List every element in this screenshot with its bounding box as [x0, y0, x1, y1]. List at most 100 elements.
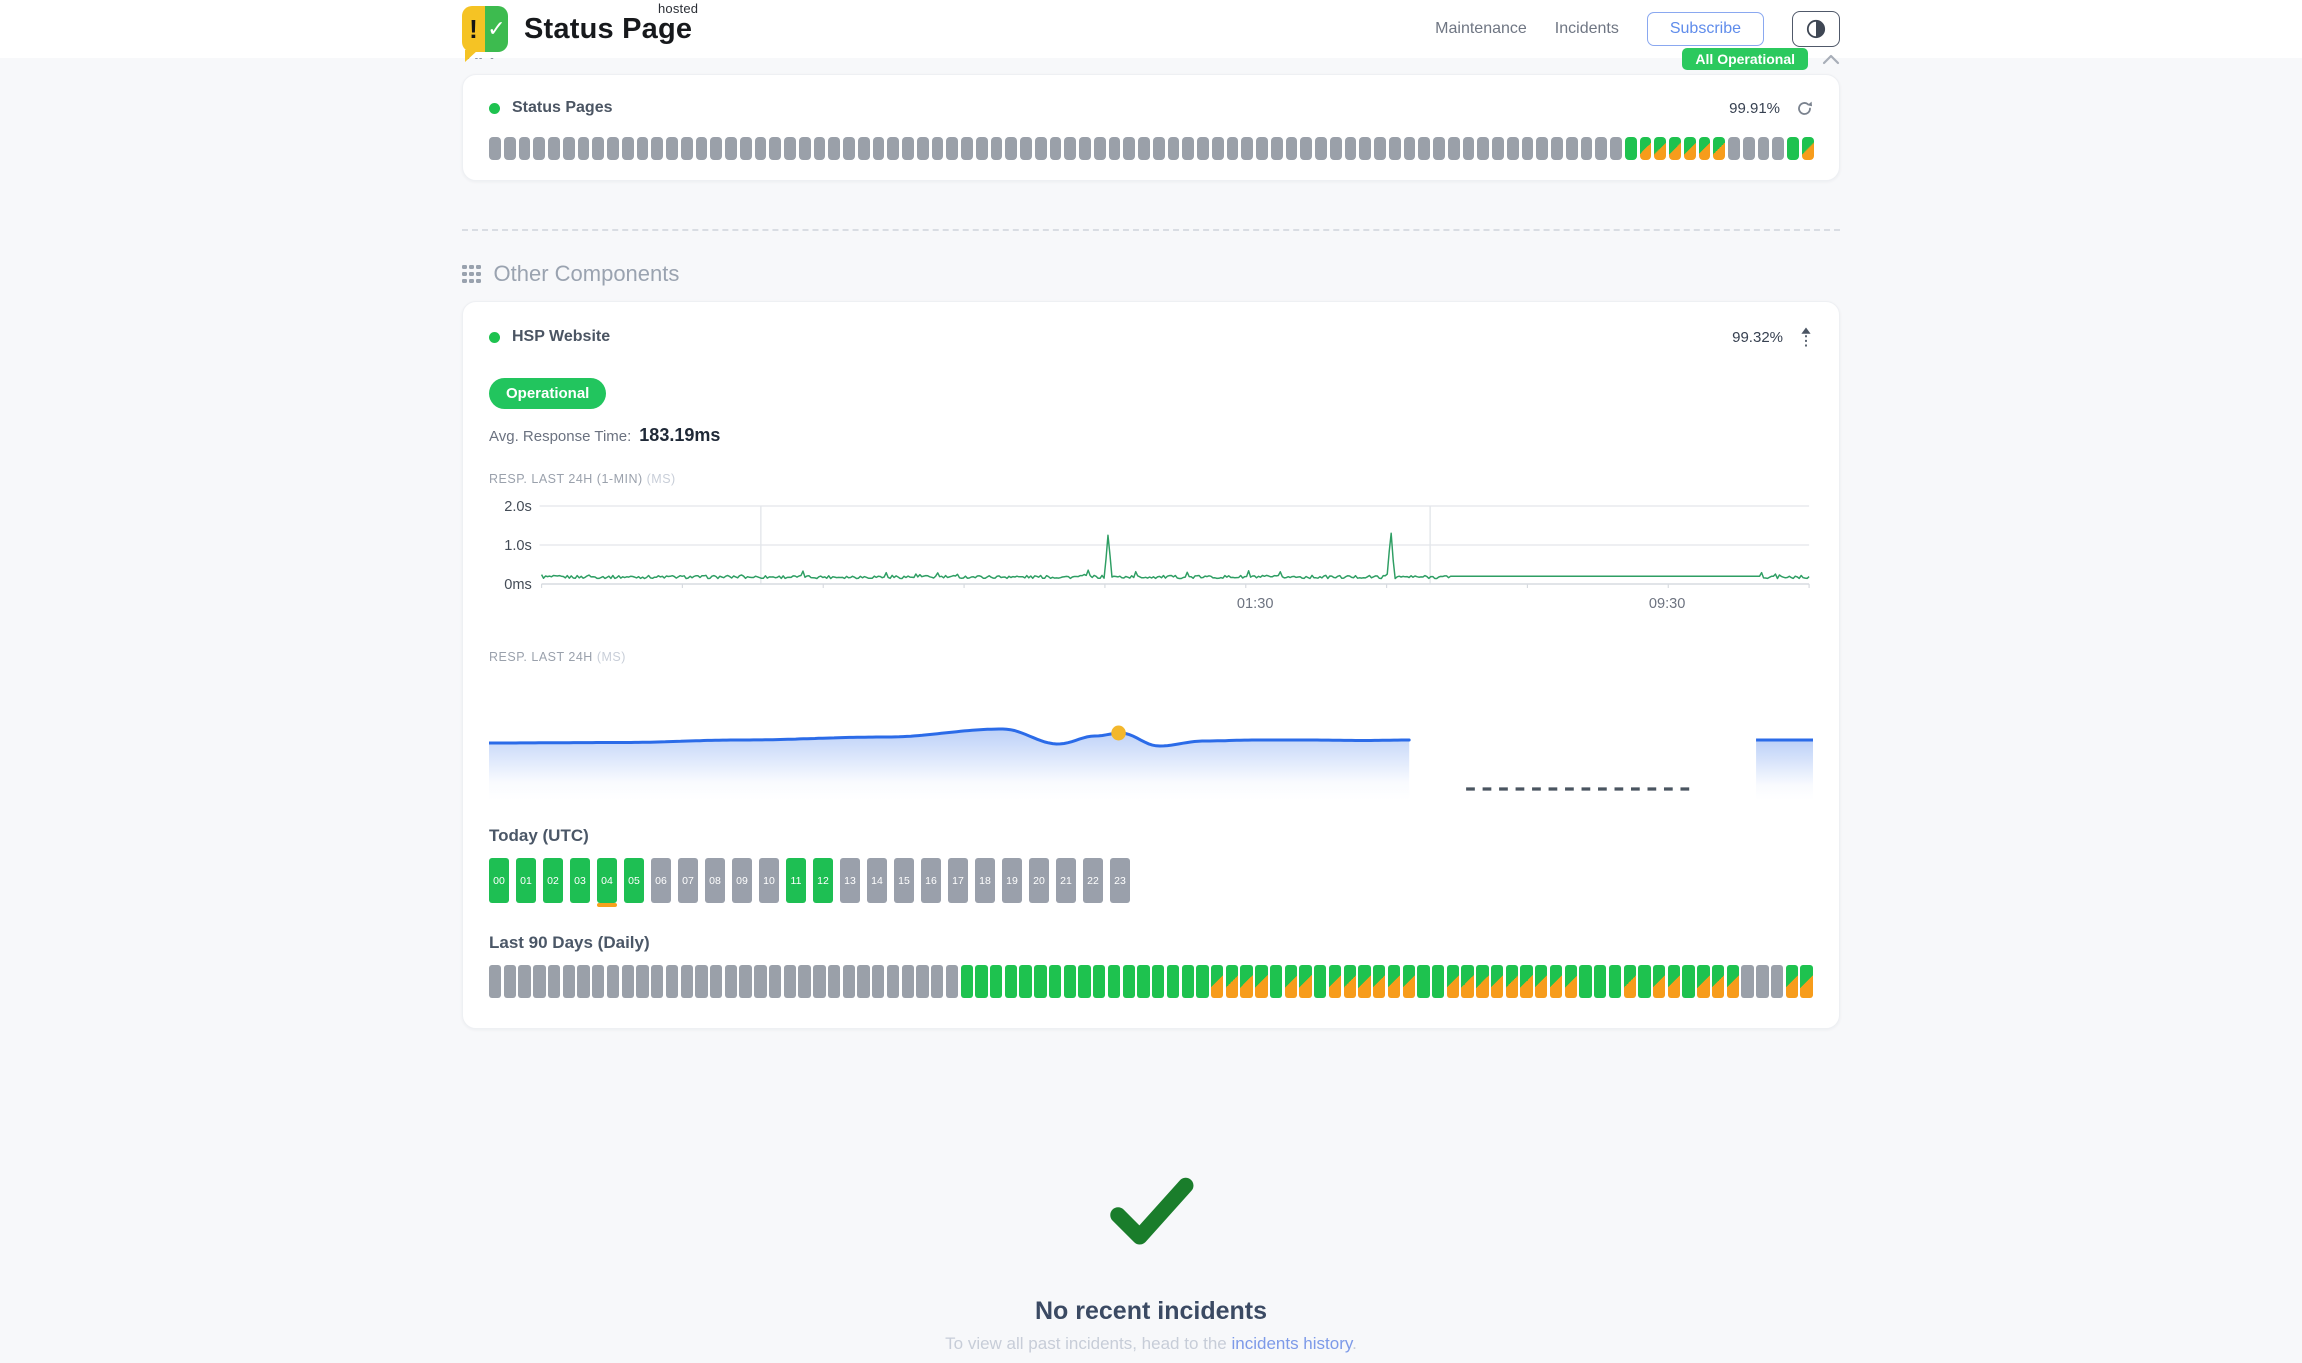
uptime-bar-mixed[interactable]: [1210, 965, 1224, 998]
uptime-bar-mixed[interactable]: [1299, 965, 1312, 998]
hour-block-06[interactable]: 06: [651, 858, 671, 903]
uptime-bar-mixed[interactable]: [1255, 965, 1268, 998]
uptime-bar-green[interactable]: [960, 965, 973, 998]
uptime-bar-gray[interactable]: [1741, 965, 1754, 998]
uptime-bar-mixed[interactable]: [1713, 137, 1725, 160]
uptime-bar-gray[interactable]: [990, 137, 1003, 160]
uptime-bar-gray[interactable]: [1256, 137, 1268, 160]
uptime-bar-green[interactable]: [1608, 965, 1622, 998]
uptime-bar-gray[interactable]: [1108, 137, 1121, 160]
hour-block-21[interactable]: 21: [1056, 858, 1076, 903]
hour-block-19[interactable]: 19: [1002, 858, 1022, 903]
uptime-bar-mixed[interactable]: [1461, 965, 1474, 998]
uptime-bar-gray[interactable]: [1770, 965, 1784, 998]
uptime-bar-gray[interactable]: [1757, 137, 1770, 160]
uptime-bar-gray[interactable]: [1462, 137, 1475, 160]
all-operational-badge[interactable]: All Operational: [1682, 48, 1808, 70]
uptime-bar-gray[interactable]: [754, 965, 767, 998]
uptime-bar-gray[interactable]: [1728, 137, 1740, 160]
uptime-bar-gray[interactable]: [916, 965, 929, 998]
subscribe-button[interactable]: Subscribe: [1646, 12, 1764, 46]
uptime-bar-mixed[interactable]: [1549, 965, 1563, 998]
uptime-bar-green[interactable]: [1638, 965, 1651, 998]
uptime-bar-gray[interactable]: [1226, 137, 1239, 160]
uptime-bar-gray[interactable]: [1359, 137, 1371, 160]
uptime-bar-green[interactable]: [1432, 965, 1445, 998]
uptime-bar-gray[interactable]: [1565, 137, 1578, 160]
uptime-bar-green[interactable]: [1137, 965, 1150, 998]
uptime-bar-gray[interactable]: [886, 965, 900, 998]
uptime-bar-green[interactable]: [1181, 965, 1194, 998]
uptime-bar-gray[interactable]: [651, 965, 664, 998]
uptime-bar-gray[interactable]: [1182, 137, 1194, 160]
uptime-bar-gray[interactable]: [901, 965, 914, 998]
hour-block-20[interactable]: 20: [1029, 858, 1049, 903]
uptime-bar-mixed[interactable]: [1446, 965, 1460, 998]
uptime-bar-gray[interactable]: [1285, 137, 1298, 160]
uptime-bar-gray[interactable]: [1374, 137, 1386, 160]
uptime-bar-mixed[interactable]: [1520, 965, 1533, 998]
uptime-bar-gray[interactable]: [1241, 137, 1253, 160]
uptime-bar-gray[interactable]: [1492, 137, 1504, 160]
uptime-bar-green[interactable]: [1594, 965, 1607, 998]
uptime-bar-green[interactable]: [1682, 965, 1695, 998]
uptime-bar-gray[interactable]: [577, 137, 590, 160]
uptime-bar-gray[interactable]: [724, 965, 738, 998]
uptime-bar-gray[interactable]: [1536, 137, 1548, 160]
uptime-bar-mixed[interactable]: [1623, 965, 1636, 998]
uptime-bar-gray[interactable]: [1580, 137, 1593, 160]
uptime-bar-gray[interactable]: [1595, 137, 1607, 160]
uptime-bar-gray[interactable]: [739, 137, 752, 160]
uptime-bar-mixed[interactable]: [1669, 137, 1681, 160]
uptime-bar-green[interactable]: [1314, 965, 1327, 998]
collapse-up-arrow-icon[interactable]: [1799, 327, 1813, 348]
uptime-bar-gray[interactable]: [1315, 137, 1327, 160]
uptime-bar-mixed[interactable]: [1654, 137, 1666, 160]
theme-toggle-button[interactable]: [1792, 11, 1840, 47]
uptime-bar-gray[interactable]: [548, 137, 560, 160]
uptime-bar-gray[interactable]: [783, 965, 797, 998]
uptime-bar-green[interactable]: [1787, 137, 1799, 160]
uptime-bar-gray[interactable]: [606, 965, 620, 998]
uptime-bar-green[interactable]: [1152, 965, 1165, 998]
response-time-line-chart[interactable]: 2.0s 1.0s 0ms 01:30 09:30: [489, 492, 1813, 616]
uptime-bar-gray[interactable]: [1197, 137, 1209, 160]
hour-block-10[interactable]: 10: [759, 858, 779, 903]
uptime-bar-gray[interactable]: [1772, 137, 1784, 160]
uptime-bar-gray[interactable]: [1344, 137, 1357, 160]
uptime-bar-mixed[interactable]: [1343, 965, 1356, 998]
uptime-bar-mixed[interactable]: [1284, 965, 1297, 998]
uptime-bar-gray[interactable]: [680, 965, 693, 998]
uptime-bar-gray[interactable]: [1005, 137, 1017, 160]
uptime-bar-gray[interactable]: [798, 137, 811, 160]
uptime-bar-gray[interactable]: [651, 137, 663, 160]
uptime-bar-mixed[interactable]: [1358, 965, 1371, 998]
uptime-bar-gray[interactable]: [1093, 137, 1106, 160]
uptime-bar-mixed[interactable]: [1402, 965, 1415, 998]
uptime-bar-green[interactable]: [1122, 965, 1135, 998]
uptime-bar-gray[interactable]: [754, 137, 767, 160]
hour-block-08[interactable]: 08: [705, 858, 725, 903]
uptime-bar-gray[interactable]: [1388, 137, 1401, 160]
uptime-bar-green[interactable]: [1063, 965, 1076, 998]
uptime-bar-gray[interactable]: [725, 137, 737, 160]
component-name[interactable]: HSP Website: [512, 328, 611, 345]
hour-block-17[interactable]: 17: [948, 858, 968, 903]
uptime-bar-gray[interactable]: [946, 137, 958, 160]
uptime-bar-mixed[interactable]: [1683, 137, 1696, 160]
uptime-bar-mixed[interactable]: [1476, 965, 1489, 998]
uptime-bar-gray[interactable]: [1551, 137, 1563, 160]
uptime-bar-gray[interactable]: [547, 965, 561, 998]
uptime-bar-gray[interactable]: [1418, 137, 1430, 160]
uptime-bar-gray[interactable]: [710, 965, 723, 998]
hour-block-01[interactable]: 01: [516, 858, 536, 903]
uptime-bar-gray[interactable]: [843, 137, 855, 160]
hour-block-04[interactable]: 04: [597, 858, 617, 907]
hour-block-12[interactable]: 12: [813, 858, 833, 903]
uptime-bar-gray[interactable]: [1329, 137, 1342, 160]
uptime-bar-gray[interactable]: [695, 965, 708, 998]
uptime-bar-gray[interactable]: [1138, 137, 1150, 160]
uptime-bar-gray[interactable]: [857, 965, 870, 998]
uptime-bar-mixed[interactable]: [1801, 137, 1814, 160]
uptime-bar-gray[interactable]: [872, 137, 885, 160]
